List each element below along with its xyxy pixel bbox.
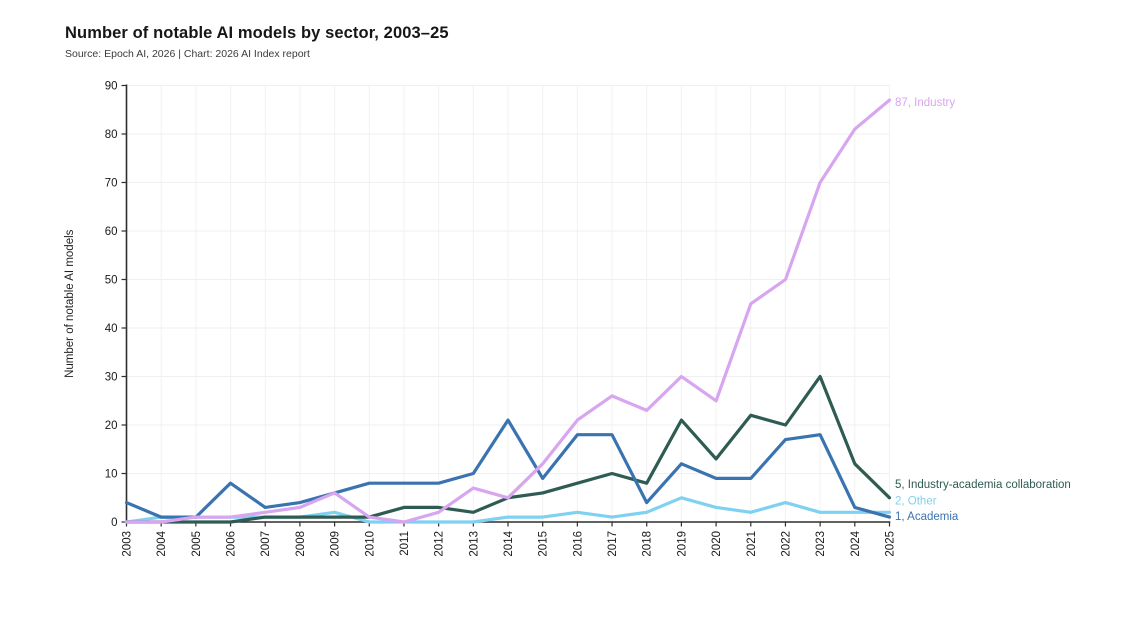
- y-tick-label: 30: [105, 372, 118, 384]
- x-tick-label: 2004: [156, 530, 168, 556]
- x-tick-label-group: 2006: [226, 531, 238, 557]
- y-tick-label: 10: [105, 469, 118, 481]
- chart-title: Number of notable AI models by sector, 2…: [65, 24, 449, 42]
- x-tick-label: 2003: [122, 531, 134, 557]
- x-tick-label: 2023: [815, 531, 827, 557]
- y-tick-label: 20: [105, 420, 118, 432]
- x-tick-label-group: 2023: [815, 531, 827, 557]
- x-tick-label-group: 2024: [850, 530, 862, 556]
- chart-subtitle: Source: Epoch AI, 2026 | Chart: 2026 AI …: [65, 48, 310, 60]
- y-tick-label: 40: [105, 323, 118, 335]
- x-tick-label-group: 2010: [364, 531, 376, 557]
- y-axis-title: Number of notable AI models: [64, 229, 76, 378]
- x-tick-label: 2015: [538, 531, 550, 557]
- x-tick-label: 2017: [607, 531, 619, 557]
- x-tick-label: 2024: [850, 530, 862, 556]
- x-tick-label-group: 2013: [468, 531, 480, 557]
- x-tick-label: 2010: [364, 531, 376, 557]
- x-tick-label-group: 2016: [572, 531, 584, 557]
- y-tick-label: 60: [105, 226, 118, 238]
- x-tick-label-group: 2018: [642, 531, 654, 557]
- x-tick-label-group: 2025: [885, 531, 897, 557]
- y-axis-title-group: Number of notable AI models: [64, 229, 76, 378]
- y-tick-label: 0: [111, 517, 117, 529]
- x-tick-label: 2021: [746, 531, 758, 557]
- series-line-other: [124, 496, 892, 524]
- x-tick-label-group: 2003: [122, 531, 134, 557]
- x-tick-label-group: 2019: [676, 531, 688, 557]
- x-tick-label-group: 2008: [295, 531, 307, 557]
- gridlines: [126, 85, 890, 522]
- x-tick-label: 2009: [330, 531, 342, 557]
- x-tick-label-group: 2021: [746, 531, 758, 557]
- series-line-industry: [124, 98, 892, 524]
- x-tick-label: 2022: [780, 531, 792, 557]
- x-tick-label-group: 2022: [780, 531, 792, 557]
- y-tick-label: 50: [105, 275, 118, 287]
- x-tick-label-group: 2005: [191, 531, 203, 557]
- x-tick-label: 2013: [468, 531, 480, 557]
- x-tick-label: 2005: [191, 531, 203, 557]
- x-tick-label: 2025: [885, 531, 897, 557]
- series-end-label-industry-academia-collaboration: 5, Industry-academia collaboration: [895, 479, 1071, 491]
- x-tick-label: 2020: [711, 531, 723, 557]
- axes: 0 10 20 30 40 50 60 70 80 90 2003 2004 2005 2006 2007 2…: [105, 81, 897, 557]
- series-line-academia: [124, 418, 892, 519]
- x-tick-label: 2007: [260, 531, 272, 557]
- series-end-label-academia: 1, Academia: [895, 511, 959, 523]
- x-tick-label: 2011: [399, 531, 411, 556]
- x-tick-label-group: 2012: [434, 531, 446, 557]
- x-tick-label: 2016: [572, 531, 584, 557]
- x-tick-label: 2006: [226, 531, 238, 557]
- x-tick-label-group: 2004: [156, 530, 168, 556]
- x-tick-label: 2014: [503, 530, 515, 556]
- x-tick-label: 2018: [642, 531, 654, 557]
- x-tick-label: 2008: [295, 531, 307, 557]
- x-tick-label-group: 2015: [538, 531, 550, 557]
- x-tick-label-group: 2007: [260, 531, 272, 557]
- y-tick-label: 80: [105, 129, 118, 141]
- x-tick-label-group: 2014: [503, 530, 515, 556]
- y-tick-label: 70: [105, 178, 118, 190]
- x-tick-label: 2012: [434, 531, 446, 557]
- x-tick-label-group: 2011: [399, 531, 411, 556]
- series-end-label-industry: 87, Industry: [895, 97, 955, 109]
- x-tick-label: 2019: [676, 531, 688, 557]
- x-tick-label-group: 2017: [607, 531, 619, 557]
- x-tick-label-group: 2009: [330, 531, 342, 557]
- y-tick-label: 90: [105, 81, 118, 93]
- x-tick-label-group: 2020: [711, 531, 723, 557]
- series-end-label-other: 2, Other: [895, 495, 937, 507]
